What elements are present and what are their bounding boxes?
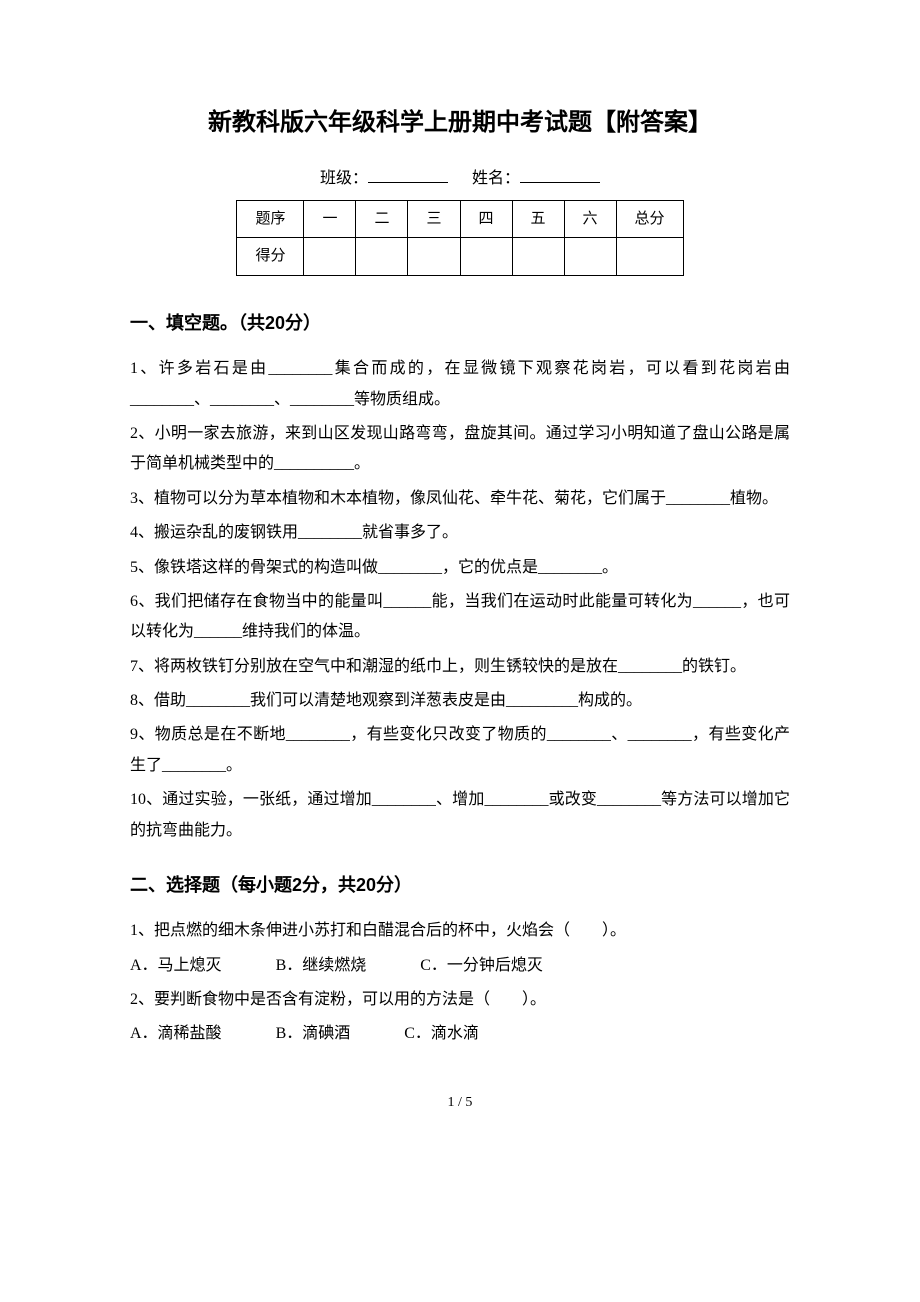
question: 1、许多岩石是由________集合而成的，在显微镜下观察花岗岩，可以看到花岗岩…: [130, 354, 790, 415]
question: 2、小明一家去旅游，来到山区发现山路弯弯，盘旋其间。通过学习小明知道了盘山公路是…: [130, 419, 790, 480]
question: 4、搬运杂乱的废钢铁用________就省事多了。: [130, 518, 790, 548]
col-header: 二: [356, 200, 408, 238]
class-label: 班级：: [320, 170, 368, 187]
option-c: C．滴水滴: [404, 1019, 479, 1049]
score-cell: [564, 238, 616, 276]
score-table: 题序 一 二 三 四 五 六 总分 得分: [236, 200, 683, 276]
question: 10、通过实验，一张纸，通过增加________、增加________或改变__…: [130, 785, 790, 846]
col-header: 三: [408, 200, 460, 238]
question: 9、物质总是在不断地________，有些变化只改变了物质的________、_…: [130, 720, 790, 781]
option-a: A．滴稀盐酸: [130, 1019, 222, 1049]
option-a: A．马上熄灭: [130, 951, 222, 981]
score-cell: [304, 238, 356, 276]
col-header: 四: [460, 200, 512, 238]
row-header: 题序: [237, 200, 304, 238]
question: 2、要判断食物中是否含有淀粉，可以用的方法是（ ）。: [130, 985, 790, 1015]
score-cell: [512, 238, 564, 276]
class-blank: [368, 167, 448, 183]
question: 7、将两枚铁钉分别放在空气中和潮湿的纸巾上，则生锈较快的是放在________的…: [130, 652, 790, 682]
class-name-row: 班级： 姓名：: [130, 164, 790, 194]
col-header: 五: [512, 200, 564, 238]
question: 6、我们把储存在食物当中的能量叫______能，当我们在运动时此能量可转化为__…: [130, 587, 790, 648]
col-header: 一: [304, 200, 356, 238]
table-row: 得分: [237, 238, 683, 276]
option-c: C．一分钟后熄灭: [420, 951, 543, 981]
section1-heading: 一、填空题。（共20分）: [130, 306, 790, 340]
options-row: A．马上熄灭 B．继续燃烧 C．一分钟后熄灭: [130, 951, 790, 981]
score-cell: [408, 238, 460, 276]
question: 3、植物可以分为草本植物和木本植物，像凤仙花、牵牛花、菊花，它们属于______…: [130, 484, 790, 514]
question: 1、把点燃的细木条伸进小苏打和白醋混合后的杯中，火焰会（ ）。: [130, 916, 790, 946]
name-blank: [520, 167, 600, 183]
col-header: 总分: [616, 200, 683, 238]
page-title: 新教科版六年级科学上册期中考试题【附答案】: [130, 100, 790, 146]
score-cell: [356, 238, 408, 276]
option-b: B．继续燃烧: [276, 951, 367, 981]
question: 8、借助________我们可以清楚地观察到洋葱表皮是由_________构成的…: [130, 686, 790, 716]
option-b: B．滴碘酒: [276, 1019, 351, 1049]
question: 5、像铁塔这样的骨架式的构造叫做________，它的优点是________。: [130, 553, 790, 583]
options-row: A．滴稀盐酸 B．滴碘酒 C．滴水滴: [130, 1019, 790, 1049]
section2-heading: 二、选择题（每小题2分，共20分）: [130, 868, 790, 902]
score-cell: [460, 238, 512, 276]
score-cell: [616, 238, 683, 276]
col-header: 六: [564, 200, 616, 238]
name-label: 姓名：: [472, 170, 520, 187]
score-row-header: 得分: [237, 238, 304, 276]
table-row: 题序 一 二 三 四 五 六 总分: [237, 200, 683, 238]
page-number: 1 / 5: [130, 1090, 790, 1117]
